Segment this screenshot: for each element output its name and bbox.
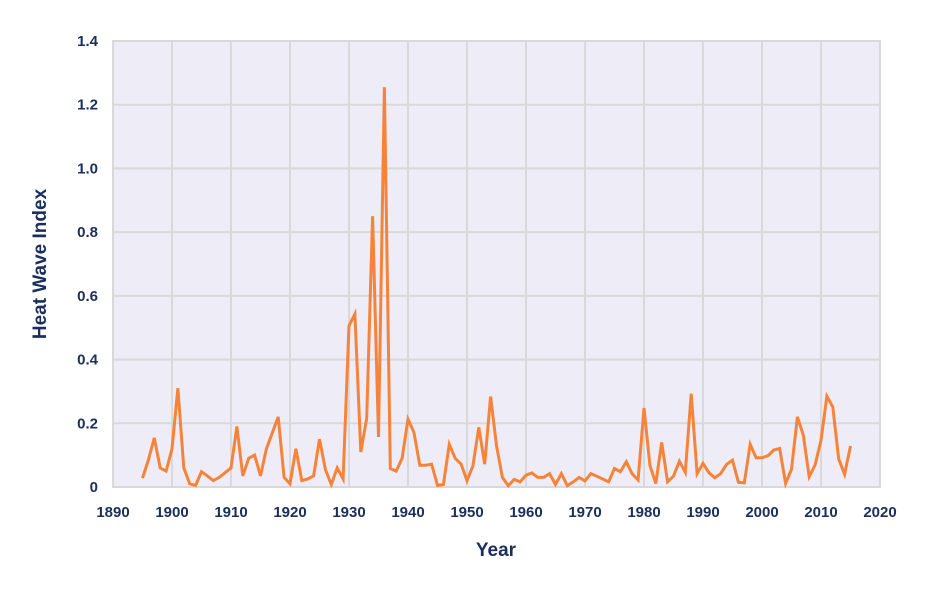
y-axis-ticks: 0 0.2 0.4 0.6 0.8 1.0 1.2 1.4 (77, 33, 99, 496)
x-tick-label: 1890 (96, 504, 129, 521)
x-tick-label: 1970 (568, 504, 601, 521)
x-tick-label: 1930 (332, 504, 365, 521)
y-tick-label: 0.2 (77, 415, 98, 432)
plot-area (112, 40, 881, 488)
x-axis-ticks: 1890 1900 1910 1920 1930 1940 1950 1960 1970 1980… (96, 504, 896, 521)
y-axis-title: Heat Wave Index (30, 188, 51, 339)
y-tick-label: 0 (90, 479, 98, 496)
x-tick-label: 2020 (863, 504, 896, 521)
x-axis-title: Year (476, 540, 517, 561)
y-tick-label: 1.2 (77, 97, 98, 114)
y-tick-label: 1.4 (77, 33, 99, 50)
y-tick-label: 0.8 (77, 224, 98, 241)
y-tick-label: 1.0 (77, 160, 98, 177)
x-tick-label: 1900 (155, 504, 188, 521)
gridlines (112, 40, 881, 488)
x-tick-label: 1960 (509, 504, 542, 521)
x-tick-label: 2000 (745, 504, 778, 521)
x-tick-label: 1990 (686, 504, 719, 521)
x-tick-label: 1950 (450, 504, 483, 521)
y-tick-label: 0.4 (77, 352, 99, 369)
x-tick-label: 1980 (627, 504, 660, 521)
heat-wave-index-line (141, 87, 852, 489)
x-tick-label: 1940 (391, 504, 424, 521)
x-tick-label: 2010 (804, 504, 837, 521)
y-tick-label: 0.6 (77, 288, 98, 305)
x-tick-label: 1920 (273, 504, 306, 521)
x-tick-label: 1910 (214, 504, 247, 521)
